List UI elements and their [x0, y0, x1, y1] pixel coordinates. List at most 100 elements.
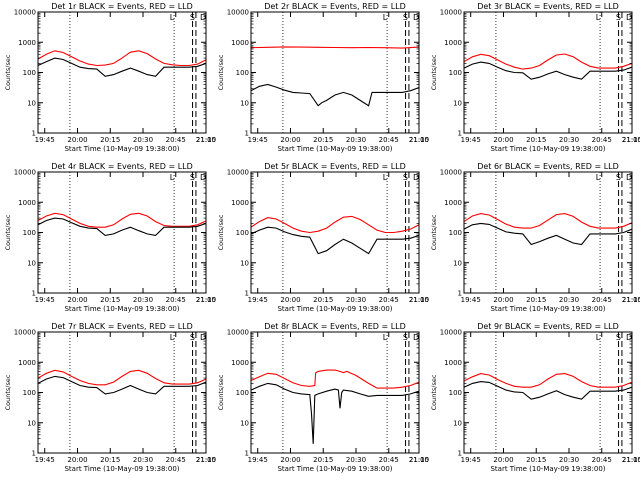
flag-marker-label: S: [403, 333, 408, 342]
y-tick-label: 1: [245, 130, 249, 138]
flag-marker-label: S: [616, 173, 621, 182]
chart-4: Det 4r BLACK = Events, RED = LLD L S D 1 10 10…: [4, 162, 216, 313]
y-tick-label: 100: [449, 389, 462, 397]
x-tick-label: 21:15: [196, 296, 216, 304]
x-axis-label: Start Time (10-May-09 19:38:00): [277, 305, 392, 313]
x-tick-label: 20:00: [493, 136, 513, 144]
chart-8: Det 8r BLACK = Events, RED = LLD L S D 1 10 10…: [217, 322, 429, 473]
x-tick-label: 21:15: [622, 136, 640, 144]
flag-marker-label: S: [403, 13, 408, 22]
x-tick-label: 20:45: [166, 456, 186, 464]
flag-marker-label: D: [413, 333, 419, 342]
x-tick-label: 20:00: [493, 296, 513, 304]
y-tick-label: 10000: [440, 169, 462, 177]
x-tick-label: 21:00: [409, 456, 429, 464]
x-tick-label: 21:00: [196, 296, 216, 304]
x-tick-label: 20:15: [526, 456, 546, 464]
chart-title: Det 5r BLACK = Events, RED = LLD: [264, 162, 406, 171]
flag-marker-label: D: [626, 173, 632, 182]
series-line-lld: [251, 215, 419, 234]
x-tick-label: 20:00: [280, 136, 300, 144]
series-line-lld: [38, 50, 206, 67]
series-line-lld: [464, 373, 632, 388]
detector-panel-3: Det 3r BLACK = Events, RED = LLD L S D 1 10 10…: [426, 0, 640, 160]
x-tick-label: 20:15: [100, 456, 120, 464]
y-tick-label: 100: [236, 69, 249, 77]
x-tick-label: 19:45: [248, 456, 268, 464]
y-tick-label: 1: [245, 290, 249, 298]
x-tick-label: 20:30: [559, 456, 579, 464]
detector-panel-7: Det 7r BLACK = Events, RED = LLD L S D 1 10 10…: [0, 320, 216, 480]
y-tick-label: 1: [245, 450, 249, 458]
y-tick-label: 100: [23, 69, 36, 77]
flag-marker-label: L: [383, 13, 388, 22]
flag-marker-label: L: [170, 333, 175, 342]
series-line-events: [251, 226, 419, 255]
y-tick-label: 100: [236, 389, 249, 397]
flag-marker-label: L: [383, 333, 388, 342]
y-tick-label: 10000: [14, 169, 36, 177]
y-tick-label: 1: [458, 290, 462, 298]
x-tick-label: 19:45: [35, 136, 55, 144]
chart-6: Det 6r BLACK = Events, RED = LLD L S D 1 10 10…: [430, 162, 640, 313]
plot-frame: [37, 11, 207, 134]
flag-marker-label: D: [200, 13, 206, 22]
x-tick-label: 19:45: [461, 456, 481, 464]
x-tick-label: 20:30: [559, 296, 579, 304]
x-tick-label: 20:30: [559, 136, 579, 144]
series-line-events: [38, 57, 206, 77]
y-tick-label: 10000: [440, 9, 462, 17]
x-tick-label: 19:45: [248, 296, 268, 304]
chart-1: Det 1r BLACK = Events, RED = LLD L S D 1 10 10…: [4, 2, 216, 153]
flag-marker-label: D: [626, 333, 632, 342]
plot-frame: [37, 331, 207, 454]
y-tick-label: 10000: [227, 9, 249, 17]
y-tick-label: 10: [240, 259, 249, 267]
chart-9: Det 9r BLACK = Events, RED = LLD L S D 1 10 10…: [430, 322, 640, 473]
x-tick-label: 21:00: [196, 456, 216, 464]
plot-frame: [250, 331, 420, 454]
x-tick-label: 20:30: [133, 136, 153, 144]
series-line-events: [251, 382, 419, 444]
plot-frame: [463, 11, 633, 134]
x-tick-label: 20:15: [313, 136, 333, 144]
detector-panel-1: Det 1r BLACK = Events, RED = LLD L S D 1 10 10…: [0, 0, 216, 160]
x-tick-label: 20:45: [379, 296, 399, 304]
x-axis-label: Start Time (10-May-09 19:38:00): [64, 145, 179, 153]
y-tick-label: 10000: [227, 169, 249, 177]
x-tick-label: 21:00: [409, 136, 429, 144]
x-tick-label: 20:45: [379, 136, 399, 144]
chart-2: Det 2r BLACK = Events, RED = LLD L S D 1 10 10…: [217, 2, 429, 153]
chart-title: Det 7r BLACK = Events, RED = LLD: [51, 322, 193, 331]
y-tick-label: 1000: [444, 359, 462, 367]
x-tick-label: 20:45: [592, 136, 612, 144]
flag-marker-label: D: [413, 173, 419, 182]
y-tick-label: 1000: [18, 359, 36, 367]
detector-panel-5: Det 5r BLACK = Events, RED = LLD L S D 1 10 10…: [213, 160, 429, 320]
x-tick-label: 20:30: [346, 296, 366, 304]
series-line-events: [464, 61, 632, 80]
flag-marker-label: L: [596, 333, 601, 342]
series-line-lld: [464, 53, 632, 70]
x-tick-label: 20:00: [493, 456, 513, 464]
flag-marker-label: S: [403, 173, 408, 182]
x-tick-label: 21:00: [409, 296, 429, 304]
y-axis-label: Counts/sec: [217, 54, 225, 90]
y-axis-label: Counts/sec: [430, 374, 438, 410]
x-tick-label: 20:15: [100, 136, 120, 144]
x-tick-label: 21:15: [622, 456, 640, 464]
x-axis-label: Start Time (10-May-09 19:38:00): [490, 145, 605, 153]
chart-title: Det 2r BLACK = Events, RED = LLD: [264, 2, 406, 11]
flag-marker-label: S: [190, 173, 195, 182]
y-axis-label: Counts/sec: [430, 54, 438, 90]
x-axis-label: Start Time (10-May-09 19:38:00): [277, 465, 392, 473]
x-tick-label: 19:45: [461, 296, 481, 304]
y-tick-label: 1000: [18, 199, 36, 207]
y-tick-label: 1000: [231, 39, 249, 47]
x-tick-label: 20:45: [166, 136, 186, 144]
flag-marker-label: D: [413, 13, 419, 22]
x-tick-label: 21:15: [196, 136, 216, 144]
x-axis-label: Start Time (10-May-09 19:38:00): [64, 305, 179, 313]
x-tick-label: 21:15: [622, 296, 640, 304]
x-tick-label: 20:00: [67, 296, 87, 304]
